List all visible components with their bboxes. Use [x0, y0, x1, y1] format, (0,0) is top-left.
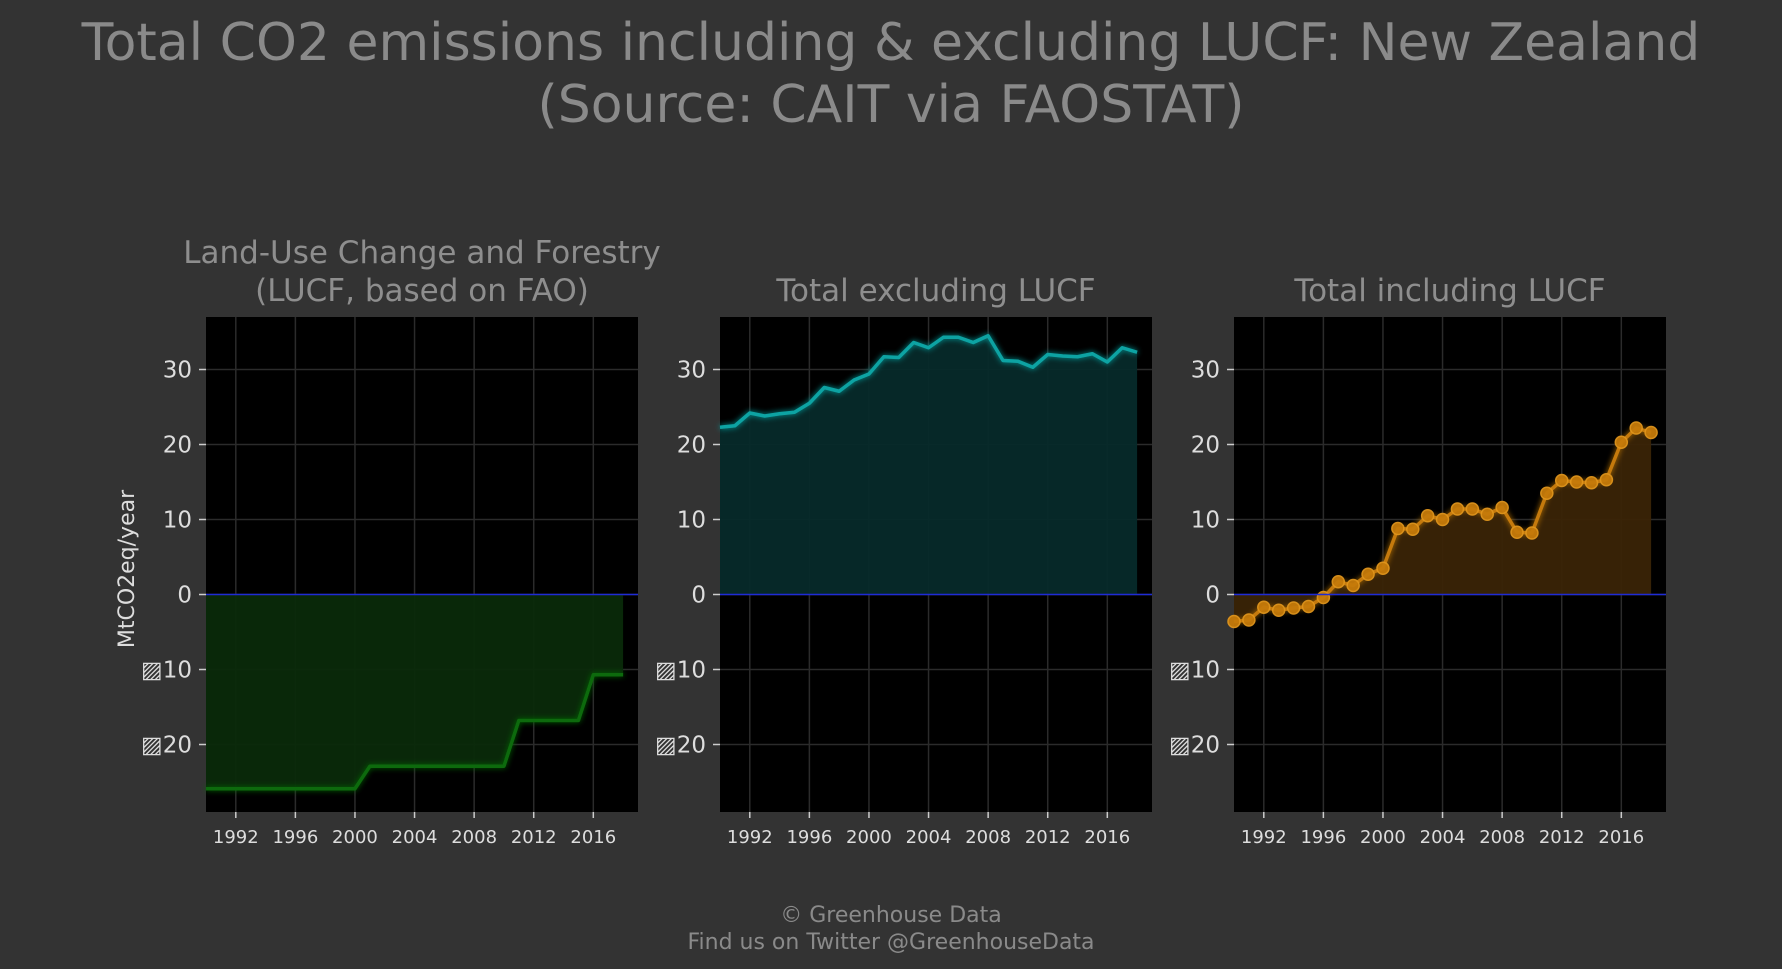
- y-tick-label: 0: [1205, 583, 1220, 609]
- data-point: [1331, 575, 1346, 589]
- y-tick-label: 20: [163, 433, 192, 459]
- panel-total-excluding-lucf: Total excluding LUCF 30 20 10 0 ▨10 ▨20 1992 19…: [655, 273, 1152, 848]
- x-tick-label: 2000: [1360, 827, 1406, 848]
- data-point: [1361, 567, 1375, 581]
- data-point: [1614, 435, 1629, 449]
- data-point: [1346, 578, 1360, 593]
- x-tick-label: 1996: [1300, 827, 1346, 848]
- data-point: [1644, 425, 1658, 440]
- x-tick-label: 2004: [1420, 827, 1466, 848]
- series-line-lucf: [206, 673, 624, 791]
- data-point: [1316, 590, 1331, 605]
- y-tick-label: 20: [1191, 433, 1220, 459]
- data-point: [1599, 473, 1614, 487]
- panel-incl-title: Total including LUCF: [1293, 273, 1605, 309]
- y-tick-label: 20: [677, 433, 706, 459]
- y-tick-label: ▨10: [1169, 658, 1220, 684]
- data-point: [1406, 522, 1420, 536]
- x-tick-label: 1996: [786, 827, 832, 848]
- area-fill-excl: [720, 335, 1138, 595]
- data-point: [1391, 521, 1405, 536]
- y-tick-label: 10: [677, 508, 706, 534]
- panel-lucf-title-line1: Land-Use Change and Forestry: [183, 235, 661, 271]
- data-point: [1569, 475, 1584, 489]
- x-tick-label: 2016: [1598, 827, 1644, 848]
- data-point: [1510, 525, 1524, 539]
- data-point: [1525, 526, 1539, 540]
- footer-copyright: © Greenhouse Data: [780, 903, 1001, 928]
- data-point: [1420, 509, 1435, 523]
- x-tick-label: 2000: [846, 827, 892, 848]
- data-point: [1465, 502, 1480, 516]
- y-tick-label: 0: [691, 583, 706, 609]
- x-tick-label: 2012: [511, 827, 557, 848]
- data-point: [1450, 502, 1465, 516]
- panel-excl-title: Total excluding LUCF: [775, 273, 1095, 309]
- x-tick-label: 2012: [1025, 827, 1071, 848]
- x-tick-label: 2004: [392, 827, 438, 848]
- x-tick-label: 2008: [1479, 827, 1525, 848]
- data-point: [1584, 476, 1599, 490]
- x-tick-label: 2008: [451, 827, 497, 848]
- data-point: [1480, 507, 1494, 521]
- x-tick-label: 1996: [272, 827, 318, 848]
- data-point: [1257, 600, 1271, 614]
- y-tick-label: ▨20: [141, 733, 192, 759]
- x-tick-label: 2016: [1084, 827, 1130, 848]
- y-tick-label: ▨10: [141, 658, 192, 684]
- y-tick-label: ▨20: [655, 733, 706, 759]
- y-tick-label: ▨10: [655, 658, 706, 684]
- x-tick-label: 1992: [1241, 827, 1287, 848]
- data-point: [1286, 601, 1301, 615]
- series-line-excl: [719, 334, 1138, 429]
- footer-twitter: Find us on Twitter @GreenhouseData: [687, 930, 1094, 955]
- data-point: [1227, 614, 1241, 629]
- panel-lucf: Land-Use Change and Forestry (LUCF, base…: [141, 235, 661, 848]
- x-tick-label: 2016: [570, 827, 616, 848]
- area-fill-lucf: [206, 594, 624, 789]
- chart-title-line1: Total CO2 emissions including & excludin…: [81, 13, 1701, 73]
- y-tick-label: 10: [163, 508, 192, 534]
- x-tick-label: 2000: [332, 827, 378, 848]
- y-tick-label: 30: [677, 358, 706, 384]
- data-point: [1242, 613, 1256, 627]
- data-point: [1540, 486, 1554, 500]
- data-point: [1376, 561, 1390, 575]
- x-tick-label: 1992: [727, 827, 773, 848]
- data-point: [1554, 473, 1569, 488]
- data-point: [1435, 512, 1450, 527]
- data-point: [1271, 603, 1286, 617]
- x-tick-label: 1992: [213, 827, 259, 848]
- data-point: [1495, 500, 1509, 515]
- y-tick-label: 30: [163, 358, 192, 384]
- panel-lucf-title-line2: (LUCF, based on FAO): [255, 273, 589, 309]
- data-point: [1629, 421, 1643, 435]
- chart-title-line2: (Source: CAIT via FAOSTAT): [537, 75, 1244, 135]
- y-tick-label: ▨20: [1169, 733, 1220, 759]
- y-axis-label: MtCO2eq/year: [115, 489, 140, 648]
- panel-total-including-lucf: Total including LUCF 30 20 10 0 ▨10 ▨20 1992 19…: [1169, 273, 1666, 848]
- data-point: [1301, 599, 1316, 614]
- y-tick-label: 30: [1191, 358, 1220, 384]
- x-tick-label: 2008: [965, 827, 1011, 848]
- y-tick-label: 10: [1191, 508, 1220, 534]
- x-tick-label: 2012: [1539, 827, 1585, 848]
- x-tick-label: 2004: [906, 827, 952, 848]
- y-tick-label: 0: [177, 583, 192, 609]
